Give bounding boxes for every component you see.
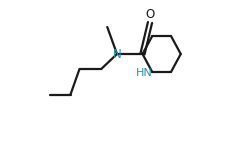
Text: N: N [113,48,122,60]
Text: HN: HN [136,68,152,78]
Text: O: O [145,8,155,21]
